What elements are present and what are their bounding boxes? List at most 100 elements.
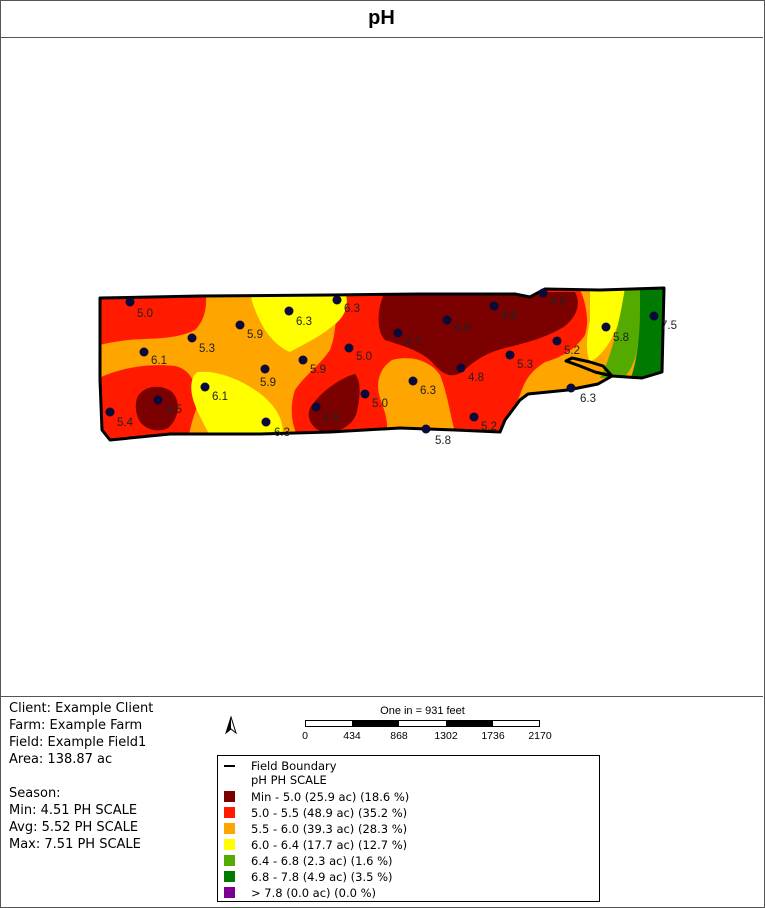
scale-caption: One in = 931 feet [380,705,465,717]
sample-point[interactable] [298,355,308,365]
sample-point[interactable] [393,328,403,338]
legend: Field Boundary pH PH SCALE Min - 5.0 (25… [217,755,600,902]
season-text: Season: [9,786,61,801]
sample-point[interactable] [139,347,149,357]
legend-class: Min - 5.0 (25.9 ac) (18.6 %) [224,789,409,804]
sample-point-label: 5.2 [481,421,497,433]
sample-point[interactable] [649,311,659,321]
sample-point-label: 4.6 [323,412,339,424]
sample-point-label: 5.2 [564,345,580,357]
sample-point[interactable] [421,424,431,434]
area-text: Area: 138.87 ac [9,752,113,767]
sample-point[interactable] [125,297,135,307]
sample-point-label: 5.9 [260,377,276,389]
sample-point[interactable] [505,350,515,360]
sample-point-label: 6.3 [296,316,312,328]
legend-class-label: > 7.8 (0.0 ac) (0.0 %) [251,885,377,900]
title-bar: pH [0,0,763,38]
legend-class-label: 6.4 - 6.8 (2.3 ac) (1.6 %) [251,853,393,868]
sample-point-label: 5.3 [199,343,215,355]
scale-tick-label: 1736 [481,730,505,742]
sample-point-label: 6.3 [420,385,436,397]
sample-point-label: 4.5 [550,296,566,308]
scale-bar [305,720,540,727]
sample-point-label: 5.0 [372,398,388,410]
sample-point-label: 4.8 [454,322,470,334]
sample-point[interactable] [442,315,452,325]
scale-tick-label: 1302 [434,730,458,742]
legend-swatch [224,823,235,834]
legend-class-label: 5.5 - 6.0 (39.3 ac) (28.3 %) [251,821,408,836]
sample-point[interactable] [311,402,321,412]
sample-point-label: 5.8 [435,435,451,447]
legend-class-label: 6.8 - 7.8 (4.9 ac) (3.5 %) [251,869,393,884]
legend-swatch [224,807,235,818]
avg-text: Avg: 5.52 PH SCALE [9,820,139,835]
sample-point[interactable] [408,376,418,386]
legend-class: 6.0 - 6.4 (17.7 ac) (12.7 %) [224,837,407,852]
legend-class: 6.4 - 6.8 (2.3 ac) (1.6 %) [224,853,392,868]
scale-tick-label: 0 [302,730,308,742]
sample-point[interactable] [261,417,271,427]
sample-point-label: 4.6 [501,310,517,322]
legend-swatch [224,855,235,866]
sample-point[interactable] [538,288,548,298]
sample-point-label: 5.9 [310,364,326,376]
legend-class-label: 5.0 - 5.5 (48.9 ac) (35.2 %) [251,805,408,820]
sample-point[interactable] [284,306,294,316]
field-text: Field: Example Field1 [9,735,147,750]
sample-points: 5.0 5.9 6.3 6.3 4.7 4.8 4.6 4.5 7.5 5.8 6.1 5.3 5.0 5… [105,288,677,447]
field-info: Client: Example Client Farm: Example Far… [9,700,153,853]
sample-point[interactable] [489,301,499,311]
sample-point[interactable] [344,343,354,353]
sample-point[interactable] [200,382,210,392]
legend-swatch [224,871,235,882]
sample-point-label: 5.0 [356,351,372,363]
sample-point-label: 6.3 [580,393,596,405]
sample-point[interactable] [187,333,197,343]
map-area[interactable]: 5.0 5.9 6.3 6.3 4.7 4.8 4.6 4.5 7.5 5.8 6.1 5.3 5.0 5… [0,38,763,696]
legend-boundary-label: Field Boundary [251,758,337,773]
sample-point-label: 5.4 [117,417,134,429]
sample-point-label: 5.0 [137,308,153,320]
sample-point-label: 5.9 [247,329,263,341]
sample-point[interactable] [566,383,576,393]
sample-point[interactable] [332,295,342,305]
legend-class: > 7.8 (0.0 ac) (0.0 %) [224,885,376,900]
sample-point-label: 6.3 [274,427,290,439]
max-text: Max: 7.51 PH SCALE [9,837,141,852]
sample-point[interactable] [105,407,115,417]
ph-zones [100,288,664,440]
legend-class: 5.0 - 5.5 (48.9 ac) (35.2 %) [224,805,407,820]
scale-tick-label: 868 [390,730,408,742]
legend-class: 6.8 - 7.8 (4.9 ac) (3.5 %) [224,869,392,884]
info-panel: Client: Example Client Farm: Example Far… [0,696,763,908]
zone-5.0-5.5 [100,290,207,346]
sample-point-label: 4.7 [405,337,421,349]
sample-point[interactable] [552,336,562,346]
sample-point[interactable] [601,322,611,332]
sample-point-label: 7.5 [661,320,677,332]
sample-point-label: 5.3 [517,359,533,371]
sample-point[interactable] [153,395,163,405]
sample-point[interactable] [469,412,479,422]
sample-point-label: 6.3 [344,303,360,315]
legend-class-label: Min - 5.0 (25.9 ac) (18.6 %) [251,789,410,804]
sample-point-label: 4.8 [468,372,484,384]
sample-point[interactable] [360,389,370,399]
legend-class-label: 6.0 - 6.4 (17.7 ac) (12.7 %) [251,837,408,852]
sample-point[interactable] [235,320,245,330]
sample-point-label: 6.1 [212,391,228,403]
field-boundary [98,286,666,442]
sample-point[interactable] [456,363,466,373]
sample-point[interactable] [260,364,270,374]
zone-min-5.0 [308,374,360,433]
zone-6.4-6.8 [600,288,645,378]
farm-text: Farm: Example Farm [9,718,143,733]
sample-point-label: 4.5 [166,404,182,416]
ph-map[interactable]: 5.0 5.9 6.3 6.3 4.7 4.8 4.6 4.5 7.5 5.8 6.1 5.3 5.0 5… [0,38,763,696]
zone-6.0-6.4 [191,371,283,440]
zone-min-5.0 [378,292,578,376]
zone-6.0-6.4 [250,292,347,352]
map-title: pH [368,7,395,29]
